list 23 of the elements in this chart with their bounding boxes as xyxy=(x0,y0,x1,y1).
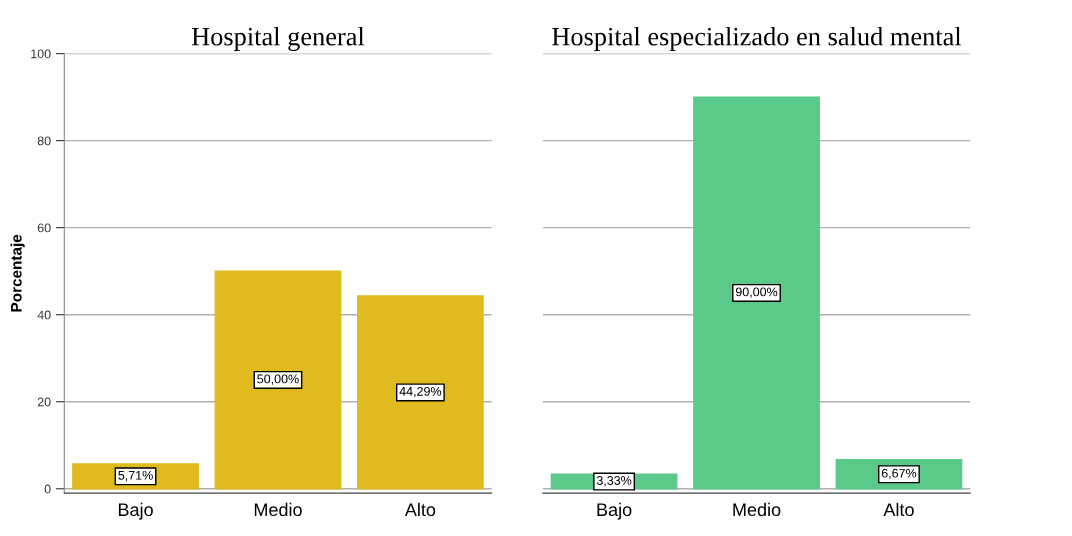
chart-title: Hospital especializado en salud mental xyxy=(552,26,962,51)
data-label: 44,29% xyxy=(399,386,442,398)
x-tick-label: Bajo xyxy=(118,502,153,520)
y-tick-label: 0 xyxy=(44,484,51,494)
y-tick-label: 60 xyxy=(37,223,51,233)
bar xyxy=(214,270,342,490)
y-axis-title: Porcentaje xyxy=(10,234,25,312)
data-label: 90,00% xyxy=(735,287,778,298)
data-label: 5,71% xyxy=(118,470,153,482)
chart-title: Hospital general xyxy=(191,26,365,51)
x-tick-label: Bajo xyxy=(597,502,632,520)
x-tick-label: Alto xyxy=(883,502,914,517)
y-tick-label: 20 xyxy=(37,397,51,407)
data-label: 3,33% xyxy=(596,476,632,487)
x-tick-label: Medio xyxy=(733,502,781,517)
data-label: 50,00% xyxy=(257,374,299,385)
x-tick-label: Medio xyxy=(254,502,302,517)
bar xyxy=(357,295,484,490)
y-tick-label: 100 xyxy=(31,49,51,59)
data-label: 6,67% xyxy=(881,468,917,480)
y-tick-label: 80 xyxy=(37,136,51,146)
y-tick-label: 40 xyxy=(37,310,51,320)
x-tick-label: Alto xyxy=(404,502,436,517)
